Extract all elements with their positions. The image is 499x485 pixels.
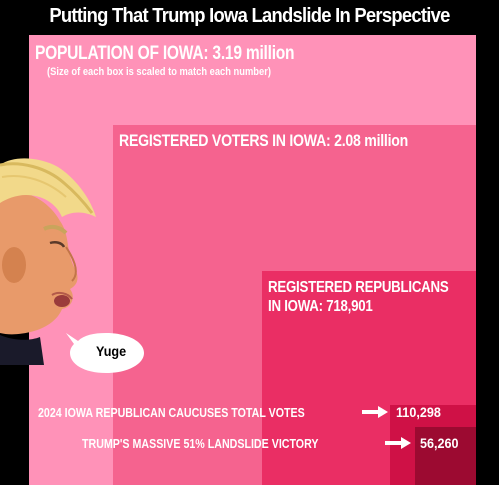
speech-bubble-text: Yuge (96, 343, 127, 359)
caucus-arrow-icon (362, 406, 388, 418)
caucus-votes-label: 2024 IOWA REPUBLICAN CAUCUSES TOTAL VOTE… (38, 405, 305, 420)
trump-votes-label: TRUMP'S MASSIVE 51% LANDSLIDE VICTORY (82, 436, 319, 451)
registered-republicans-label-line2: IN IOWA: 718,901 (268, 298, 373, 315)
chart-subtitle: (Size of each box is scaled to match eac… (47, 66, 271, 78)
caucus-votes-value: 110,298 (396, 404, 441, 420)
trump-votes-value: 56,260 (420, 435, 459, 451)
registered-republicans-label-line1: REGISTERED REPUBLICANS (268, 279, 449, 296)
registered-voters-label: REGISTERED VOTERS IN IOWA: 2.08 million (119, 131, 409, 150)
trump-face-illustration (0, 158, 96, 365)
chart-title: Putting That Trump Iowa Landslide In Per… (49, 5, 450, 27)
speech-bubble-icon (66, 333, 144, 373)
trump-arrow-icon (385, 437, 411, 449)
population-label: POPULATION OF IOWA: 3.19 million (35, 43, 295, 64)
registered-republicans-label: REGISTERED REPUBLICANS IN IOWA: 718,901 (268, 278, 449, 316)
trump-votes-box (415, 427, 476, 485)
